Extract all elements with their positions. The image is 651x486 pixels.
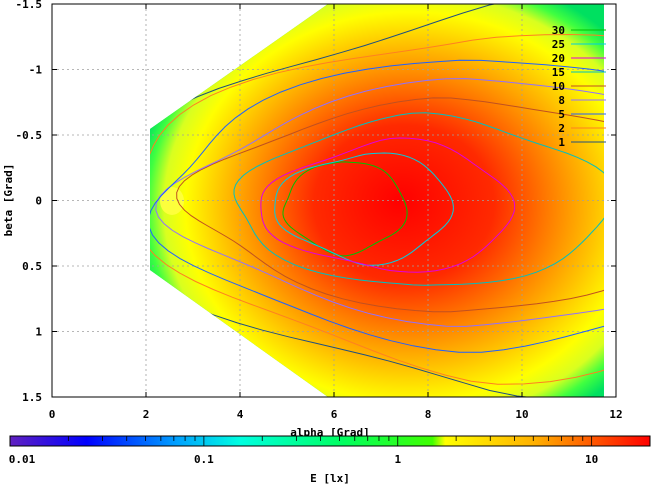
legend-label-8: 8 bbox=[558, 94, 565, 107]
contour-line-30 bbox=[282, 161, 408, 257]
colorbar-tick-label: 1 bbox=[394, 453, 401, 466]
legend-label-1: 1 bbox=[558, 136, 565, 149]
y-tick-label: 0 bbox=[35, 195, 42, 208]
y-tick-label: -1.5 bbox=[16, 0, 43, 11]
legend-label-25: 25 bbox=[552, 38, 565, 51]
colorbar-label: E [lx] bbox=[310, 472, 350, 485]
colorbar-ticks: 0.01 0.1 1 10 bbox=[9, 436, 651, 466]
y-tick-label: -1 bbox=[29, 64, 43, 77]
contour-line-15 bbox=[233, 112, 604, 286]
colorbar-tick-label: 0.01 bbox=[9, 453, 36, 466]
legend-label-5: 5 bbox=[558, 108, 565, 121]
contour-line-5 bbox=[150, 59, 604, 353]
x-tick-label: 4 bbox=[237, 408, 244, 421]
legend-label-30: 30 bbox=[552, 24, 565, 37]
bright-spot bbox=[160, 187, 184, 215]
contour-line-20 bbox=[260, 137, 516, 273]
colorbar-tick-label: 0.1 bbox=[194, 453, 214, 466]
legend-label-10: 10 bbox=[552, 80, 565, 93]
y-axis-ticks: -1.5 -1 -0.5 0 0.5 1 1.5 bbox=[16, 0, 616, 404]
x-tick-label: 2 bbox=[143, 408, 150, 421]
contour-line-10 bbox=[176, 97, 604, 313]
legend-label-2: 2 bbox=[558, 122, 565, 135]
grid-lines bbox=[52, 4, 616, 397]
y-tick-label: 1.5 bbox=[22, 391, 42, 404]
x-axis-ticks: 0 2 4 6 8 10 12 bbox=[49, 4, 623, 421]
colorbar-gradient bbox=[9, 435, 651, 447]
x-tick-label: 6 bbox=[331, 408, 338, 421]
contour-line-25 bbox=[274, 152, 454, 266]
colorbar: 0.01 0.1 1 10 E [lx] bbox=[9, 435, 651, 485]
x-tick-label: 0 bbox=[49, 408, 56, 421]
x-tick-label: 8 bbox=[425, 408, 432, 421]
contour-lines bbox=[150, 4, 604, 397]
colorbar-tick-label: 10 bbox=[585, 453, 598, 466]
y-tick-label: 1 bbox=[35, 326, 42, 339]
y-tick-label: -0.5 bbox=[16, 129, 43, 142]
legend-label-15: 15 bbox=[552, 66, 565, 79]
y-axis-label: beta [Grad] bbox=[2, 164, 15, 237]
x-tick-label: 10 bbox=[515, 408, 528, 421]
legend-label-20: 20 bbox=[552, 52, 565, 65]
x-tick-label: 12 bbox=[609, 408, 622, 421]
contour-line-8 bbox=[155, 78, 604, 327]
y-tick-label: 0.5 bbox=[22, 260, 42, 273]
